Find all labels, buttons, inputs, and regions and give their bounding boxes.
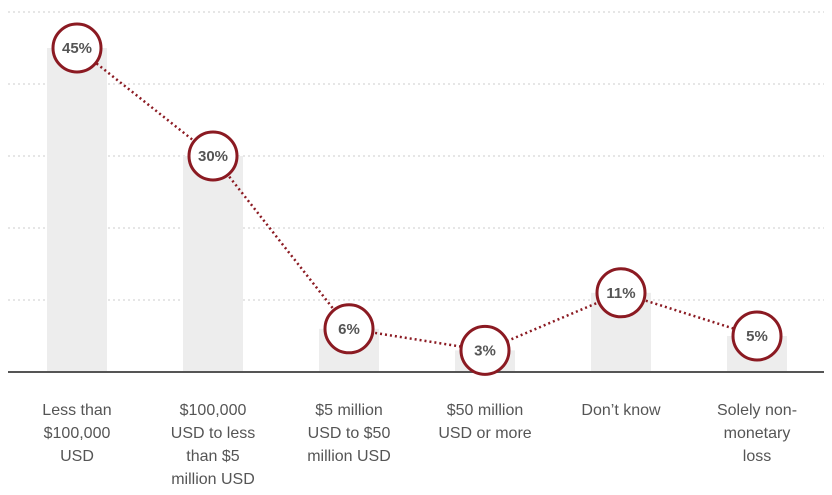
data-point: 6% [323, 303, 375, 355]
data-point: 5% [731, 310, 783, 362]
data-point: 45% [51, 22, 103, 74]
data-label: 3% [474, 342, 496, 359]
bar [183, 156, 243, 372]
data-point: 11% [595, 267, 647, 319]
category-label: $5 million USD to $50 million USD [307, 402, 391, 465]
data-label: 5% [746, 328, 768, 345]
marker-circle [187, 130, 239, 182]
marker-circle [595, 267, 647, 319]
data-label: 6% [338, 321, 360, 338]
data-label: 45% [62, 40, 92, 57]
bar [47, 48, 107, 372]
marker-circle [459, 324, 511, 376]
marker-circle [51, 22, 103, 74]
connector-line [76, 47, 758, 352]
marker-circle [323, 303, 375, 355]
value-markers: 45% 30% 6% 3% 11% 5% [51, 22, 783, 376]
category-label: $100,000 USD to less than $5 million USD [170, 402, 256, 488]
gridlines [8, 11, 824, 301]
data-point: 30% [187, 130, 239, 182]
category-label: Less than $100,000 USD [42, 402, 112, 465]
category-label: Solely non-monetary loss [716, 402, 798, 465]
category-label: Don’t know [581, 402, 661, 419]
data-label: 11% [606, 285, 635, 302]
data-point: 3% [459, 324, 511, 376]
bars [47, 48, 787, 372]
category-label: $50 million USD or more [438, 402, 532, 442]
data-label: 30% [198, 148, 228, 165]
series-line [76, 47, 758, 352]
marker-circle [731, 310, 783, 362]
